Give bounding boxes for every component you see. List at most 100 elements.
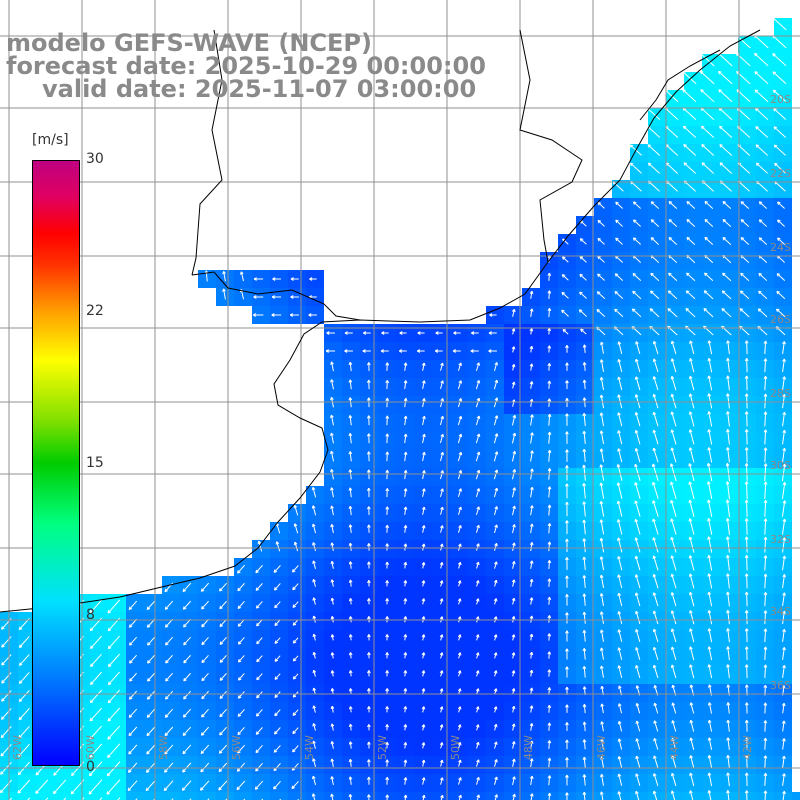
wind-arrow [618,647,623,660]
wind-arrow [331,542,334,551]
wind-arrow-head [183,625,187,628]
wind-arrow-head [782,790,785,794]
wind-arrow [689,340,695,355]
wind-arrow [632,273,642,282]
wind-arrow [782,703,785,714]
wind-arrow [274,673,281,680]
wind-arrow-head [457,634,461,638]
wind-arrow-head [164,734,169,737]
wind-arrow [754,53,769,67]
wind-arrow-head [599,611,602,615]
wind-arrow-head [385,580,388,584]
wind-arrow [668,254,678,264]
wind-arrow [703,290,714,300]
wind-arrow-head [782,341,785,345]
wind-arrow [722,237,732,246]
colorbar-tick-8: 8 [86,607,95,623]
wind-arrow [671,447,677,463]
wind-arrow-head [547,740,550,744]
wind-arrow-head [529,793,533,797]
wind-arrow-head [293,623,297,626]
wind-arrow-head [565,757,568,761]
wind-arrow [548,722,551,731]
wind-arrow [128,744,138,755]
wind-arrow-head [547,541,551,545]
wind-arrow-head [739,290,742,294]
wind-arrow-head [782,555,785,559]
wind-arrow-head [292,713,297,716]
wind-arrow [494,561,497,569]
wind-arrow-head [108,665,112,668]
wind-arrow [493,524,498,533]
wind-arrow [708,573,713,589]
wind-arrow [457,506,462,515]
colorbar-unit: [m/s] [32,132,69,148]
wind-arrow-head [635,665,637,669]
wind-arrow-head [707,610,710,614]
wind-arrow-head [381,332,385,335]
wind-arrow-head [274,606,278,609]
wind-arrow [422,452,425,462]
wind-arrow-head [434,350,439,353]
wind-arrow [476,543,480,551]
wind-arrow-head [274,714,278,717]
wind-arrow-head [689,628,691,632]
colorbar-tick-30: 30 [86,151,104,167]
wind-arrow-head [529,560,533,564]
wind-arrow [689,411,695,427]
wind-arrow-head [726,790,729,794]
wind-arrow [256,619,263,627]
wind-arrow-head [476,759,479,763]
wind-arrow [475,380,480,390]
wind-arrow-head [597,238,600,242]
wind-arrow [583,362,586,372]
wind-arrow-head [367,759,370,763]
wind-arrow-head [90,719,94,722]
wind-arrow [237,564,246,574]
wind-arrow-head [781,720,785,724]
wind-arrow-head [476,362,480,366]
wind-arrow [764,790,767,800]
wind-arrow [601,739,604,750]
speed-cell [774,792,792,800]
wind-arrow [647,144,661,156]
lon-label: 44W [668,735,681,760]
wind-arrow [615,255,623,263]
wind-arrow-head [582,593,585,597]
wind-arrow [617,482,623,499]
wind-arrow-head [582,721,585,725]
wind-arrow [689,481,695,500]
wind-arrow-head [440,380,444,384]
wind-arrow [422,398,425,408]
wind-arrow-head [128,752,132,755]
wind-arrow-head [147,643,151,646]
wind-arrow [782,412,786,427]
wind-arrow-head [599,519,602,523]
wind-arrow-head [289,314,294,317]
wind-arrow [475,433,480,444]
wind-arrow-head [511,363,515,367]
wind-arrow [107,671,120,685]
wind-arrow [700,89,715,103]
wind-arrow [654,702,659,714]
wind-arrow [635,665,641,679]
wind-arrow-head [617,376,620,381]
wind-arrow [331,361,334,372]
wind-arrow-head [255,571,259,574]
wind-arrow [689,393,695,409]
wind-arrow-head [421,777,425,781]
wind-arrow [165,690,174,700]
wind-arrow [107,707,121,722]
wind-arrow-head [617,611,620,615]
wind-arrow [312,505,317,516]
wind-arrow [422,777,425,785]
wind-arrow-head [565,686,568,690]
wind-arrow-head [493,652,497,656]
wind-arrow-head [689,664,691,668]
wind-arrow [649,308,660,318]
wind-arrow [704,254,714,264]
wind-arrow-head [476,543,480,547]
wind-arrow-head [385,634,388,638]
wind-arrow-head [726,719,729,724]
wind-arrow-head [632,273,635,277]
